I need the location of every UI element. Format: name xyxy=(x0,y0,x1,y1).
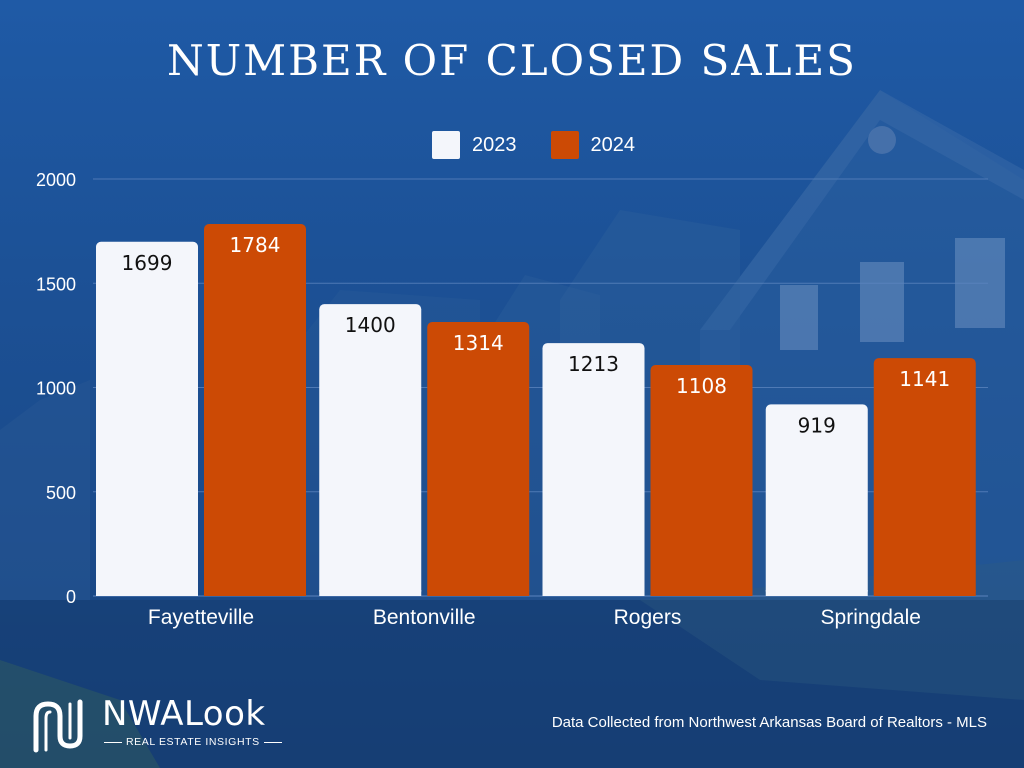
bar-fayetteville-2023 xyxy=(96,241,198,597)
legend-swatch-2024 xyxy=(550,131,579,159)
data-label: 1784 xyxy=(230,233,281,257)
data-label: 1699 xyxy=(122,251,173,275)
logo-tagline: REAL ESTATE INSIGHTS xyxy=(104,736,282,748)
legend-label-2023: 2023 xyxy=(472,133,517,156)
x-tick-label: Bentonville xyxy=(373,606,476,629)
logo-tagline-text: REAL ESTATE INSIGHTS xyxy=(126,736,260,748)
y-tick-label: 1500 xyxy=(36,274,76,294)
nwalook-logo: NWALook REAL ESTATE INSIGHTS xyxy=(30,694,290,754)
chart-legend: 2023 2024 xyxy=(432,131,669,159)
data-label: 1141 xyxy=(899,367,950,391)
legend-label-2024: 2024 xyxy=(590,133,636,156)
y-tick-label: 500 xyxy=(46,483,76,503)
bar-fayetteville-2024 xyxy=(204,224,306,596)
bar-base-rogers-2024 xyxy=(650,590,753,596)
y-tick-label: 1000 xyxy=(36,379,76,399)
legend-item-2023: 2023 xyxy=(432,131,517,159)
data-label: 1400 xyxy=(345,313,396,337)
bar-bentonville-2023 xyxy=(319,304,422,596)
data-label: 1108 xyxy=(676,374,727,398)
bar-base-fayetteville-2024 xyxy=(204,590,306,596)
legend-item-2024: 2024 xyxy=(550,131,636,159)
legend-swatch-2023 xyxy=(432,131,460,159)
data-source-note: Data Collected from Northwest Arkansas B… xyxy=(551,714,987,731)
y-tick-label: 2000 xyxy=(36,170,76,190)
chart-title: NUMBER OF CLOSED SALES xyxy=(167,36,857,86)
x-tick-label: Rogers xyxy=(614,606,682,629)
nwalook-n-icon xyxy=(33,699,83,753)
bar-base-fayetteville-2023 xyxy=(96,590,198,596)
bar-base-springdale-2023 xyxy=(765,590,868,596)
bar-base-rogers-2023 xyxy=(542,590,645,596)
data-label: 1314 xyxy=(453,331,504,355)
bar-springdale-2023 xyxy=(765,404,868,596)
logo-wordmark: NWALook xyxy=(102,694,266,734)
bar-bentonville-2024 xyxy=(427,322,530,596)
bar-base-bentonville-2023 xyxy=(319,590,422,596)
data-label: 1213 xyxy=(568,352,619,376)
bar-base-springdale-2024 xyxy=(873,590,976,596)
bar-rogers-2023 xyxy=(542,343,645,596)
bar-rogers-2024 xyxy=(650,364,753,596)
x-tick-label: Fayetteville xyxy=(148,606,254,629)
x-tick-label: Springdale xyxy=(821,606,921,629)
y-tick-label: 0 xyxy=(66,587,76,607)
bar-springdale-2024 xyxy=(873,358,976,596)
bar-base-bentonville-2024 xyxy=(427,590,530,596)
data-label: 919 xyxy=(798,413,836,437)
